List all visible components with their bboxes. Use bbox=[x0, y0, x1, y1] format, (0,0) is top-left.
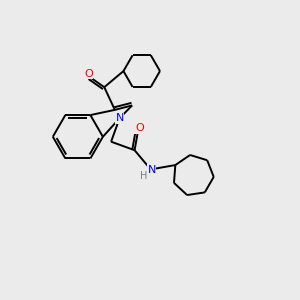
Text: H: H bbox=[140, 171, 147, 181]
Text: N: N bbox=[147, 165, 156, 175]
Text: O: O bbox=[135, 123, 144, 133]
Text: O: O bbox=[84, 69, 93, 79]
Text: N: N bbox=[116, 113, 124, 123]
